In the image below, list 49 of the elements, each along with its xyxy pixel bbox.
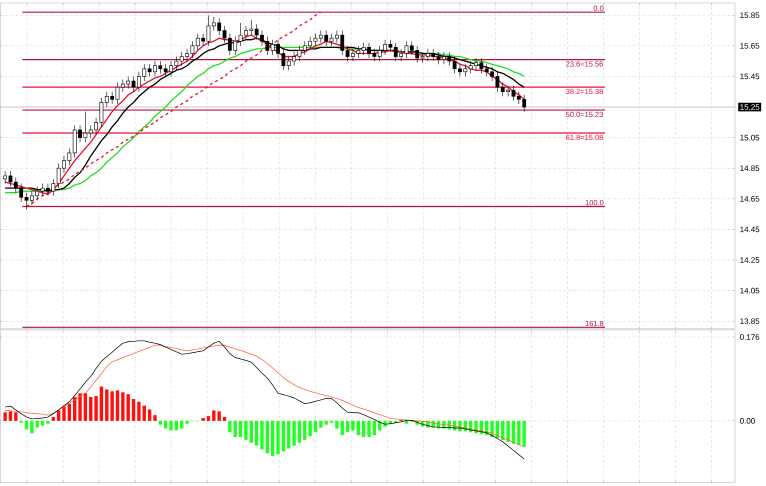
- bar: [308, 420, 312, 436]
- bar: [212, 410, 216, 421]
- bar: [121, 392, 125, 421]
- bar: [522, 420, 526, 447]
- bar: [228, 420, 232, 432]
- bar: [303, 420, 306, 440]
- bar: [287, 420, 290, 448]
- bar: [3, 412, 7, 421]
- bar: [30, 420, 34, 434]
- bar: [142, 406, 146, 421]
- bar: [164, 420, 168, 428]
- bar: [234, 420, 237, 438]
- bar: [282, 420, 286, 452]
- bar: [148, 409, 152, 421]
- bar: [201, 418, 205, 421]
- bar: [362, 420, 366, 438]
- bar: [356, 420, 360, 436]
- bar: [506, 420, 510, 442]
- bar: [206, 416, 210, 421]
- bar: [270, 420, 274, 456]
- bar: [217, 411, 221, 421]
- bar: [36, 420, 39, 428]
- bar: [68, 404, 72, 421]
- bar: [372, 420, 376, 436]
- bar: [14, 412, 18, 421]
- bar: [52, 417, 55, 421]
- bar: [517, 420, 521, 445]
- bar: [84, 393, 88, 421]
- bar: [105, 389, 108, 421]
- bar: [501, 420, 504, 440]
- bar: [56, 410, 60, 421]
- bar: [250, 420, 253, 443]
- bar: [137, 402, 141, 421]
- bar: [153, 415, 157, 421]
- bar: [180, 420, 184, 428]
- bar: [126, 394, 130, 421]
- bar: [158, 420, 162, 425]
- bar: [340, 420, 344, 436]
- bar: [222, 417, 226, 421]
- bar: [174, 420, 178, 430]
- bar: [72, 397, 76, 421]
- bar: [319, 420, 323, 428]
- bar: [335, 420, 339, 428]
- bar: [89, 397, 92, 421]
- bar: [266, 420, 270, 454]
- bar: [324, 420, 328, 425]
- bar: [110, 391, 114, 421]
- bar: [254, 420, 258, 446]
- bar: [378, 420, 382, 430]
